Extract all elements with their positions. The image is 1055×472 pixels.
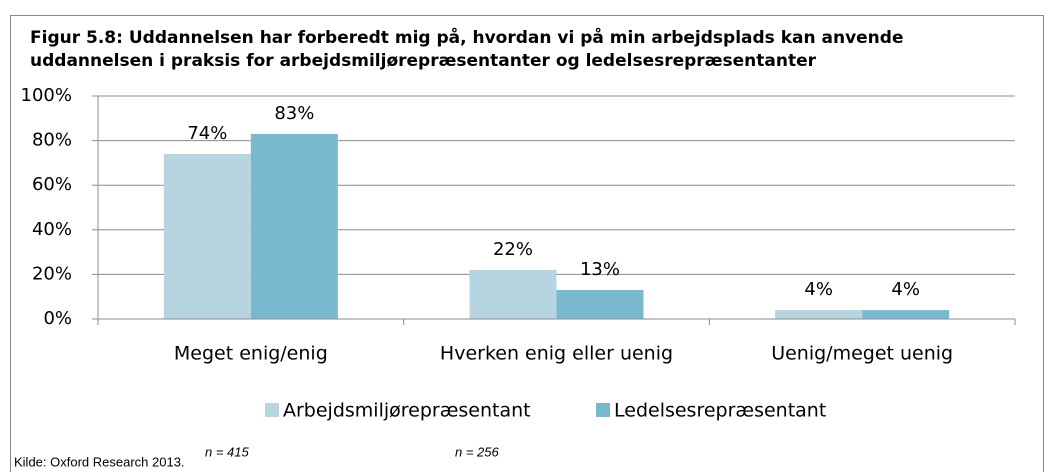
bar <box>250 133 338 319</box>
y-tick-label: 80% <box>32 130 72 151</box>
sample-size: n = 415 <box>205 444 250 459</box>
value-label: 4% <box>891 279 920 300</box>
y-tick-label: 60% <box>32 174 72 195</box>
legend-label: Ledelsesrepræsentant <box>614 400 826 422</box>
y-tick-label: 20% <box>32 263 72 284</box>
bar <box>862 310 950 319</box>
legend-swatch <box>265 403 279 417</box>
chart-title: Figur 5.8: Uddannelsen har forberedt mig… <box>30 26 903 48</box>
value-label: 83% <box>274 103 314 124</box>
bar <box>775 310 863 319</box>
y-tick-label: 40% <box>32 219 72 240</box>
source-note: Kilde: Oxford Research 2013. <box>14 454 185 469</box>
chart-title: uddannelsen i praksis for arbejdsmiljøre… <box>30 51 817 71</box>
bar <box>163 153 251 319</box>
legend-label: Arbejdsmiljørepræsentant <box>283 400 531 422</box>
x-tick-label: Hverken enig eller uenig <box>440 343 673 365</box>
x-tick-label: Uenig/meget uenig <box>771 343 953 365</box>
value-label: 22% <box>493 239 533 260</box>
value-label: 74% <box>187 123 227 144</box>
y-tick-label: 0% <box>43 308 72 329</box>
value-label: 13% <box>580 259 620 280</box>
bar <box>469 269 557 319</box>
sample-size: n = 256 <box>455 444 500 459</box>
x-tick-label: Meget enig/enig <box>174 343 328 365</box>
y-tick-label: 100% <box>21 85 72 106</box>
legend-swatch <box>596 403 610 417</box>
value-label: 4% <box>804 279 833 300</box>
bar <box>556 290 644 319</box>
chart-frame <box>10 15 1044 472</box>
